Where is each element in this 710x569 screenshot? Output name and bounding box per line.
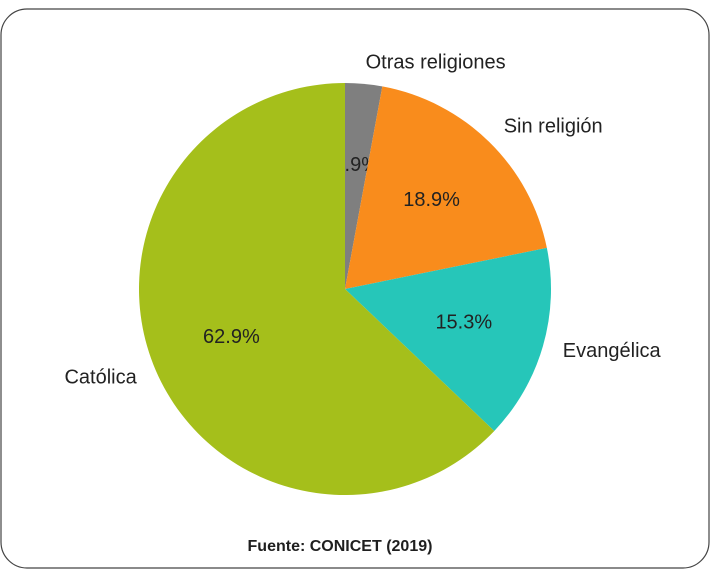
pie-slice	[139, 83, 495, 496]
source: Fuente: CONICET (2019)	[248, 538, 433, 555]
value-label: 18.9%	[403, 189, 460, 211]
pie-slice	[345, 86, 547, 290]
category-label: Evangélica	[563, 340, 662, 362]
value-label: 62.9%	[203, 326, 260, 348]
category-label: Católica	[64, 367, 137, 389]
category-label: Sin religión	[504, 116, 603, 138]
category-label: Otras religiones	[366, 52, 506, 74]
pie-slice	[345, 247, 552, 431]
pie-slice	[345, 83, 383, 289]
value-label: 15.3%	[435, 311, 492, 333]
